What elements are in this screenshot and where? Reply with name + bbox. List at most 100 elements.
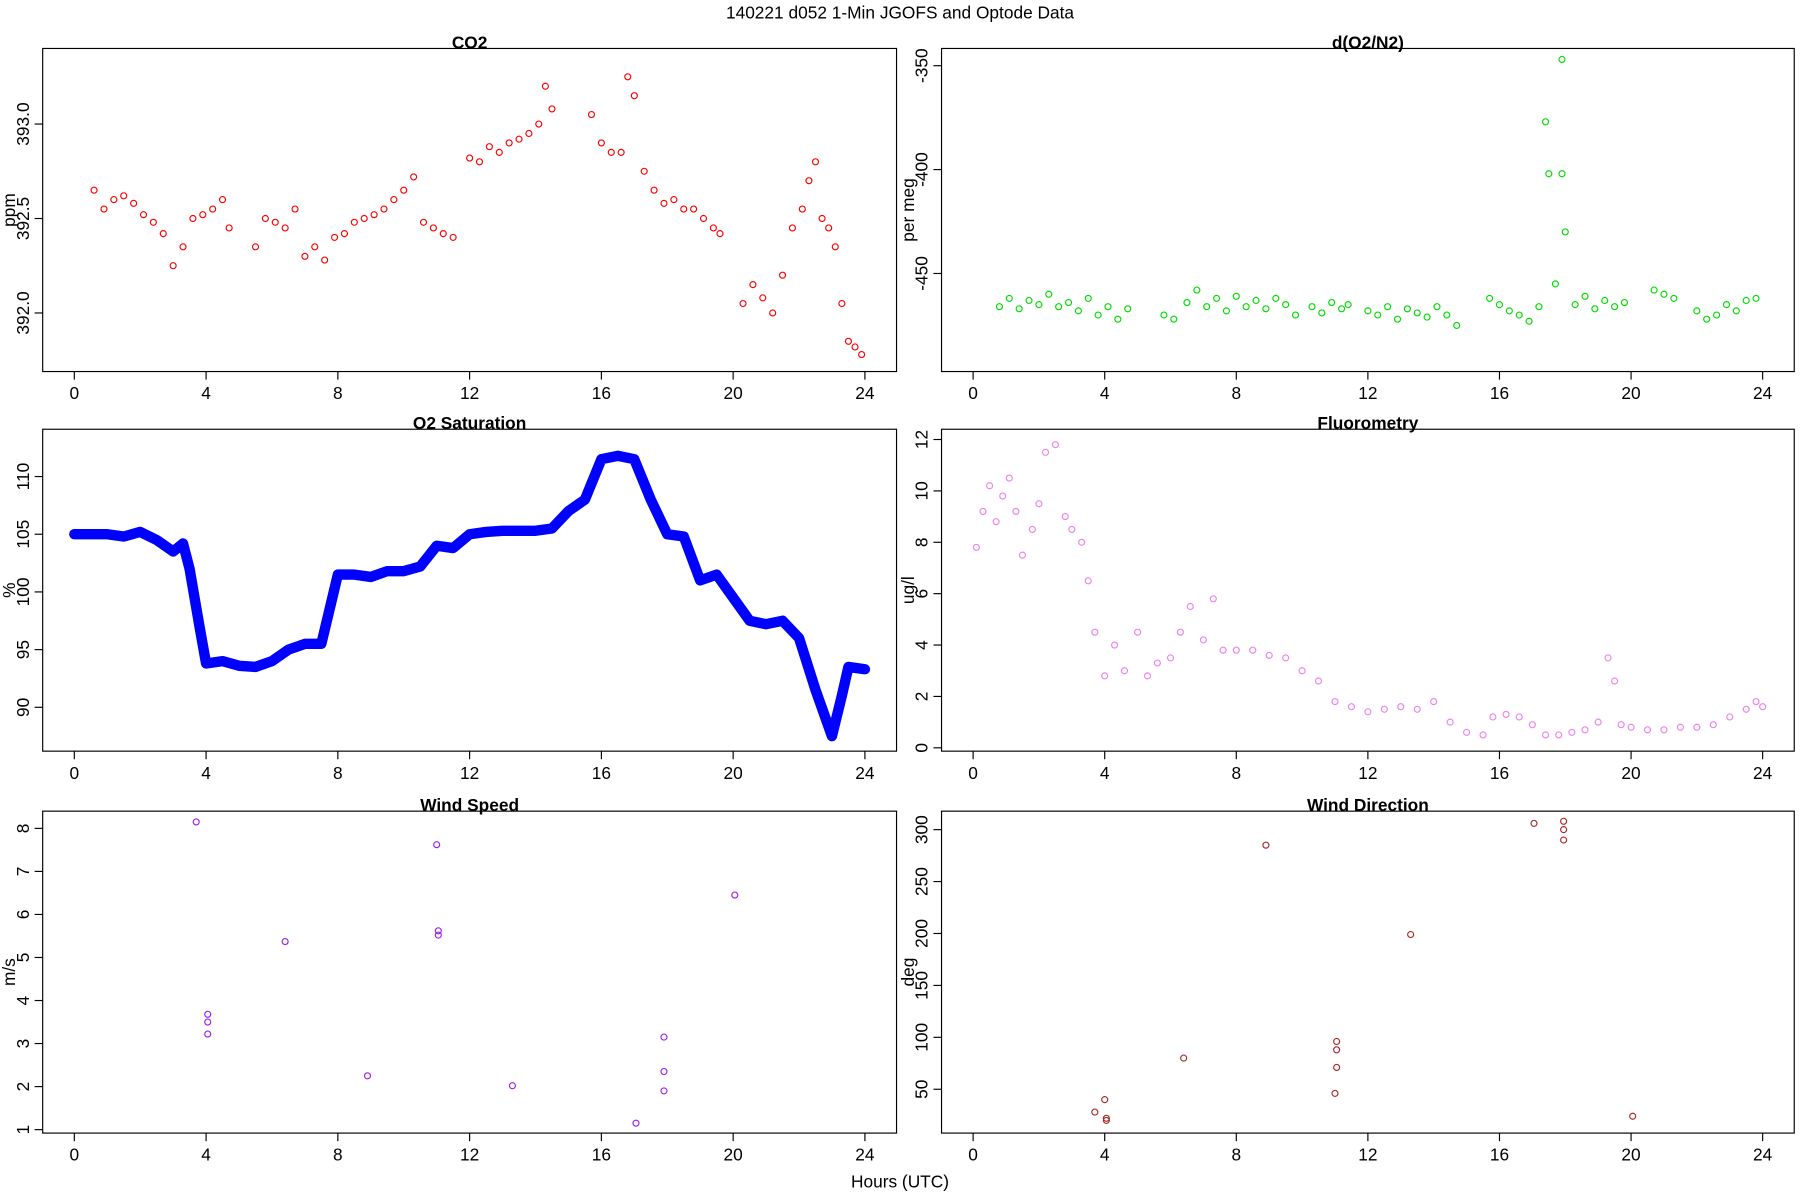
point [985, 482, 994, 490]
x-tick-label: 8 [1231, 763, 1241, 783]
point [370, 211, 378, 219]
point [1530, 819, 1538, 827]
point [1397, 703, 1405, 711]
x-tick-label: 8 [1231, 1145, 1241, 1165]
point [434, 931, 442, 939]
point [1186, 602, 1194, 611]
point [1703, 315, 1711, 323]
y-tick-label: 392.5 [13, 197, 33, 240]
point [858, 350, 866, 359]
x-tick-label: 0 [968, 1145, 978, 1165]
point [1541, 731, 1550, 739]
point [1180, 1054, 1188, 1062]
point [1551, 280, 1559, 288]
point [179, 243, 187, 251]
point [505, 139, 513, 147]
point [1558, 170, 1566, 178]
point [1505, 307, 1513, 315]
point [120, 192, 128, 200]
point [1120, 667, 1129, 675]
point [271, 218, 279, 226]
point [690, 205, 698, 213]
point [999, 492, 1007, 500]
point [1660, 290, 1668, 298]
point [515, 135, 523, 143]
x-tick-label: 20 [724, 1145, 743, 1165]
point [1591, 305, 1599, 313]
point [541, 82, 549, 90]
point [995, 303, 1004, 311]
point [680, 205, 688, 213]
point [1479, 731, 1487, 739]
point [1061, 513, 1069, 521]
point [1752, 697, 1760, 706]
y-tick-label: 2 [13, 1082, 33, 1092]
point [1489, 713, 1497, 721]
point [130, 199, 138, 207]
plot-frame [42, 428, 898, 752]
x-tick-label: 24 [855, 1145, 875, 1165]
point [1403, 305, 1411, 313]
panel-title: Wind Speed [420, 795, 519, 815]
x-tick-label: 16 [1490, 1145, 1509, 1165]
point [1364, 708, 1372, 716]
point [1272, 294, 1280, 302]
x-axis-label: Hours (UTC) [851, 1171, 949, 1191]
point [1627, 723, 1635, 731]
point [1693, 307, 1701, 315]
x-tick-label: 12 [1358, 1145, 1377, 1165]
point [1314, 677, 1323, 685]
point [788, 224, 797, 232]
point [1407, 930, 1415, 939]
point [110, 196, 118, 204]
y-tick-label: 0 [912, 743, 932, 753]
point [1643, 726, 1652, 734]
point [1742, 705, 1750, 713]
y-tick-label: 4 [13, 995, 33, 1005]
point [650, 186, 658, 194]
y-tick-label: 50 [912, 1080, 932, 1099]
point [632, 1119, 640, 1127]
point [321, 256, 329, 264]
point [281, 937, 289, 946]
point [1629, 1112, 1637, 1120]
x-tick-label: 20 [1621, 1145, 1640, 1165]
point [1232, 646, 1240, 654]
x-tick-label: 8 [333, 1145, 343, 1165]
x-tick-label: 12 [460, 763, 479, 783]
point [1430, 697, 1438, 706]
point [1166, 654, 1175, 662]
point [1104, 303, 1112, 311]
x-tick-label: 4 [1100, 763, 1110, 783]
y-tick-label: -450 [912, 256, 932, 291]
point [1102, 1114, 1110, 1122]
point [1015, 305, 1023, 313]
point [281, 224, 289, 232]
x-tick-label: 24 [855, 383, 875, 403]
point [1759, 703, 1767, 711]
point [1555, 731, 1563, 739]
y-tick-label: 2 [912, 692, 932, 702]
point [1604, 654, 1612, 662]
point [805, 177, 813, 185]
point [607, 148, 615, 156]
point [261, 214, 269, 223]
point [204, 1030, 212, 1038]
point [434, 927, 442, 935]
point [1413, 705, 1421, 713]
y-tick-label: 5 [13, 953, 33, 963]
point [660, 1087, 668, 1095]
point [548, 105, 556, 113]
point [1212, 294, 1221, 302]
point [100, 205, 108, 213]
point [218, 196, 227, 204]
x-tick-label: 4 [201, 1145, 211, 1165]
point [670, 196, 678, 204]
point [1232, 292, 1240, 300]
point [525, 129, 533, 138]
y-tick-label: -350 [912, 48, 932, 83]
y-tick-label: 300 [912, 815, 932, 844]
point [189, 214, 197, 223]
point [1535, 303, 1543, 311]
point [660, 1033, 668, 1041]
